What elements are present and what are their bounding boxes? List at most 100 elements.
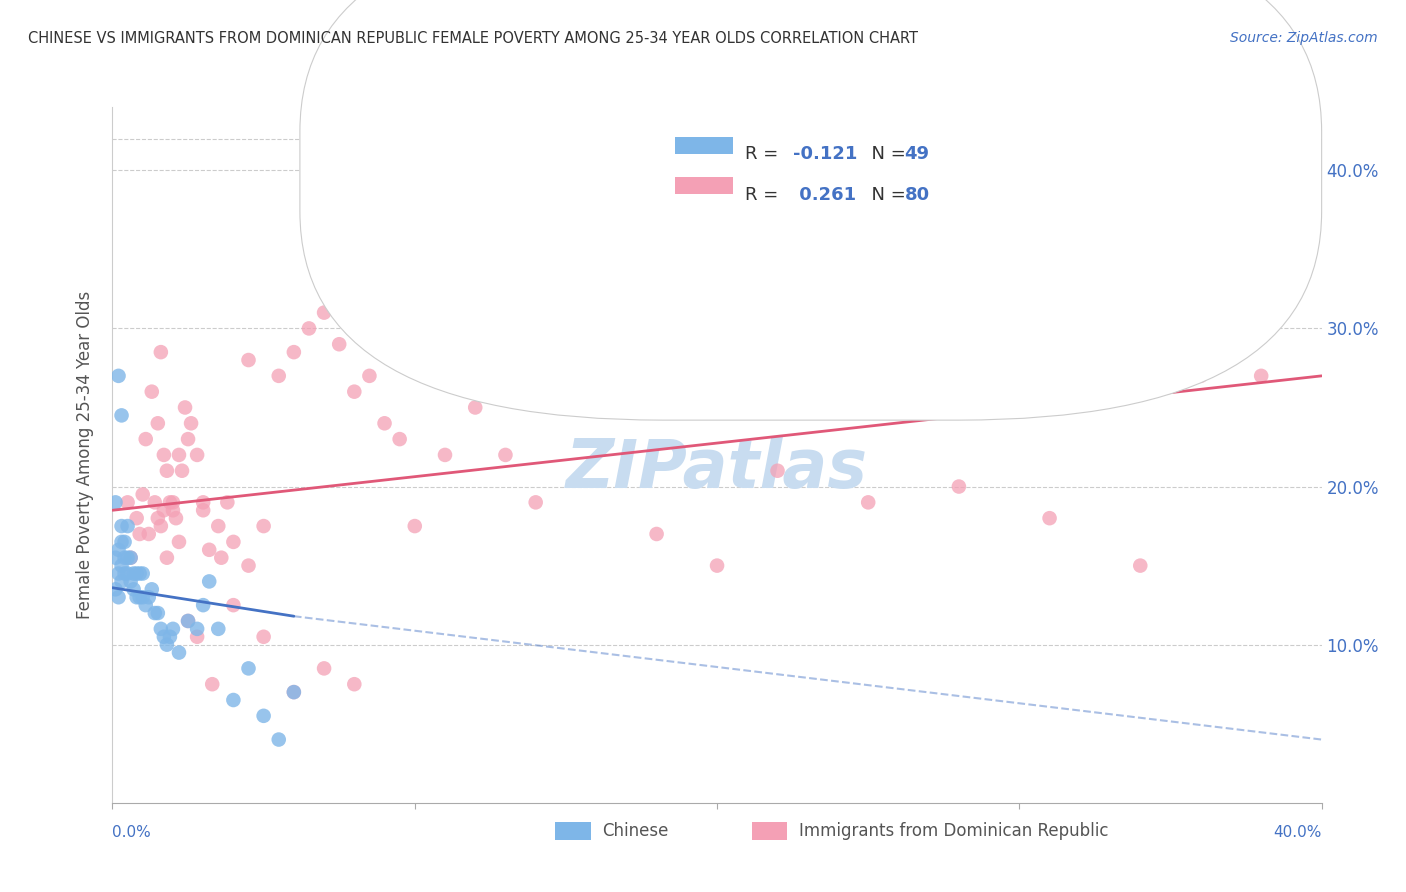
Point xyxy=(110,519,132,533)
Point xyxy=(156,550,179,565)
Point xyxy=(253,630,276,644)
Point xyxy=(314,305,336,319)
Point xyxy=(616,368,638,383)
Point xyxy=(645,227,668,241)
Point xyxy=(114,534,136,549)
Point xyxy=(104,582,127,597)
Point xyxy=(177,614,200,628)
Point xyxy=(267,732,290,747)
Point xyxy=(149,622,172,636)
Point xyxy=(328,337,350,351)
Point xyxy=(177,432,200,446)
Point xyxy=(107,542,129,557)
Text: R =: R = xyxy=(745,145,785,163)
Point xyxy=(162,503,184,517)
Point xyxy=(141,384,163,399)
Point xyxy=(165,511,187,525)
Point xyxy=(162,622,184,636)
Point xyxy=(298,321,321,335)
Point xyxy=(122,582,145,597)
Point xyxy=(104,495,127,509)
Point xyxy=(207,622,229,636)
Point xyxy=(120,550,142,565)
Point xyxy=(128,591,150,605)
Point xyxy=(222,534,245,549)
Point xyxy=(110,534,132,549)
Point xyxy=(1250,368,1272,383)
Point xyxy=(186,448,208,462)
Point xyxy=(253,708,276,723)
Point xyxy=(117,495,139,509)
Point xyxy=(125,511,148,525)
Point xyxy=(524,495,547,509)
Text: N =: N = xyxy=(859,186,911,203)
Point xyxy=(191,503,214,517)
Point xyxy=(180,417,202,431)
Point xyxy=(433,448,456,462)
Point xyxy=(146,606,169,620)
Point xyxy=(238,661,260,675)
Point xyxy=(128,527,150,541)
Point xyxy=(110,558,132,573)
Point xyxy=(110,409,132,423)
Point xyxy=(128,566,150,581)
Point xyxy=(107,591,129,605)
Text: 80: 80 xyxy=(904,186,929,203)
Point xyxy=(117,566,139,581)
Point xyxy=(138,591,160,605)
Text: -0.121: -0.121 xyxy=(793,145,858,163)
Point xyxy=(404,337,426,351)
Point xyxy=(149,345,172,359)
Point xyxy=(132,487,155,501)
Point xyxy=(107,566,129,581)
Point xyxy=(222,598,245,612)
Point xyxy=(156,464,179,478)
Point xyxy=(1129,290,1152,304)
Text: ZIPatlas: ZIPatlas xyxy=(567,436,868,502)
Point xyxy=(238,353,260,368)
Point xyxy=(198,542,221,557)
Point xyxy=(132,566,155,581)
Point xyxy=(887,243,910,257)
Point xyxy=(186,622,208,636)
Point xyxy=(222,693,245,707)
FancyBboxPatch shape xyxy=(299,0,1322,420)
Point xyxy=(374,417,396,431)
Point xyxy=(114,550,136,565)
Point xyxy=(464,401,486,415)
Point xyxy=(464,227,486,241)
Point xyxy=(198,574,221,589)
Point xyxy=(209,550,232,565)
Point xyxy=(167,646,190,660)
Point xyxy=(554,194,576,209)
Point xyxy=(143,495,166,509)
Point xyxy=(117,550,139,565)
Point xyxy=(283,685,305,699)
Point xyxy=(283,685,305,699)
Point xyxy=(1189,368,1212,383)
Point xyxy=(585,384,607,399)
Text: R =: R = xyxy=(745,186,785,203)
Point xyxy=(167,534,190,549)
Point xyxy=(135,598,157,612)
Point xyxy=(388,432,411,446)
Point xyxy=(359,368,381,383)
Point xyxy=(159,630,181,644)
Point xyxy=(122,566,145,581)
Point xyxy=(170,464,193,478)
Point xyxy=(146,511,169,525)
Point xyxy=(162,495,184,509)
Point xyxy=(186,630,208,644)
Text: 0.0%: 0.0% xyxy=(112,825,152,840)
Text: Chinese: Chinese xyxy=(602,822,668,840)
Text: CHINESE VS IMMIGRANTS FROM DOMINICAN REPUBLIC FEMALE POVERTY AMONG 25-34 YEAR OL: CHINESE VS IMMIGRANTS FROM DOMINICAN REP… xyxy=(28,31,918,46)
Bar xyxy=(675,178,733,194)
Point xyxy=(645,527,668,541)
Text: 0.261: 0.261 xyxy=(793,186,856,203)
Point xyxy=(153,503,176,517)
Point xyxy=(706,558,728,573)
Point xyxy=(766,464,789,478)
Point xyxy=(174,401,197,415)
Text: Source: ZipAtlas.com: Source: ZipAtlas.com xyxy=(1230,31,1378,45)
Point xyxy=(149,519,172,533)
